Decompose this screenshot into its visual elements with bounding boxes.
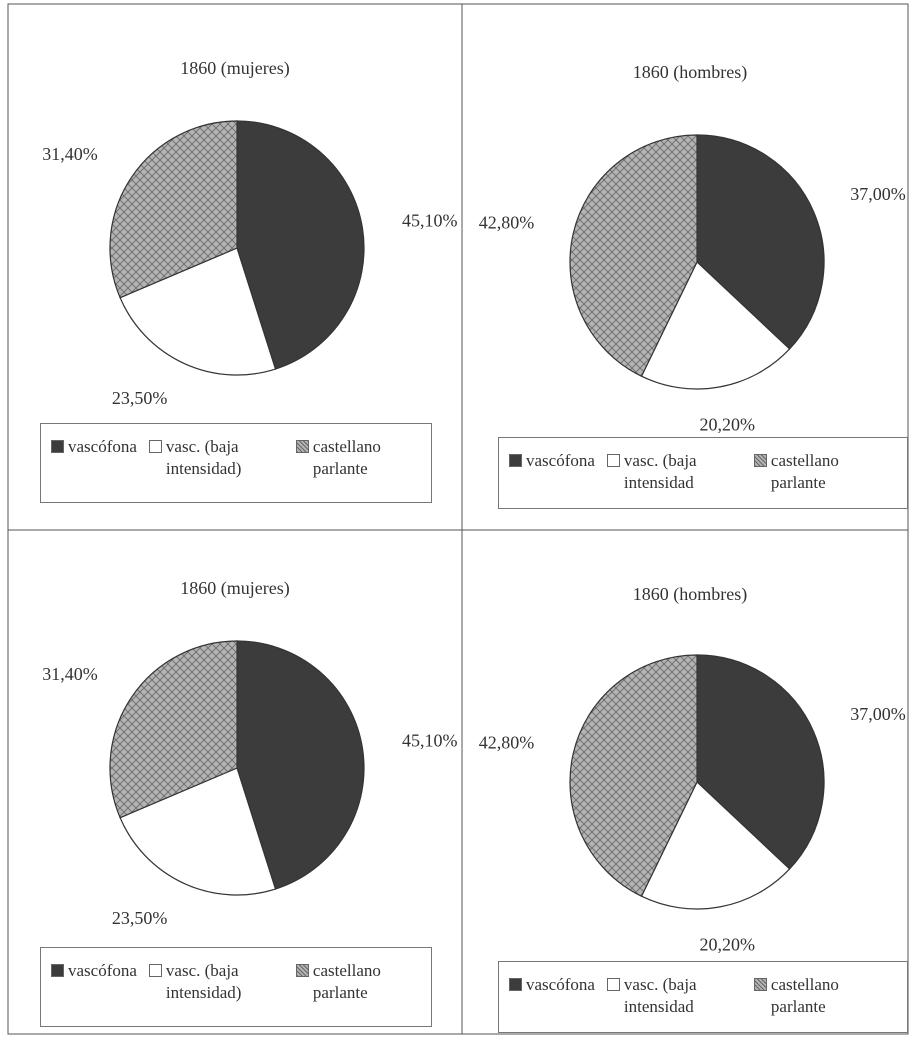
legend-swatch	[295, 440, 309, 453]
legend: vascófona vasc. (baja intensidad) castella…	[40, 423, 432, 503]
legend-swatch	[753, 454, 767, 467]
legend-item: vasc. (baja intensidad	[606, 450, 742, 494]
legend: vascófona vasc. (baja intensidad castellan…	[498, 961, 908, 1033]
pie-slice	[109, 120, 238, 299]
chart-title: 1860 (hombres)	[633, 62, 747, 83]
legend-swatch	[509, 454, 522, 467]
legend-item: vascófona	[51, 960, 137, 982]
data-label: 37,00%	[850, 704, 906, 724]
pie-slice	[640, 781, 791, 910]
legend-swatch	[51, 440, 64, 453]
legend-item: vascófona	[509, 974, 595, 996]
legend-item: vascófona	[509, 450, 595, 472]
legend-item: castellano parlante	[753, 450, 863, 494]
legend-swatch	[148, 964, 162, 977]
outer-border	[7, 3, 909, 1035]
data-label: 37,00%	[850, 184, 906, 204]
pie-slice	[109, 640, 238, 819]
data-label: 45,10%	[402, 731, 458, 751]
legend-label: vascófona	[68, 437, 137, 456]
legend-label: castellano parlante	[770, 451, 839, 492]
legend-label: vasc. (baja intensidad	[623, 975, 697, 1016]
legend-label: castellano parlante	[312, 961, 381, 1002]
legend-swatch	[509, 978, 522, 991]
chart-title: 1860 (mujeres)	[180, 578, 289, 599]
pie-slice	[119, 767, 277, 896]
pie-slice	[640, 261, 791, 390]
legend-label: vascófona	[526, 975, 595, 994]
legend-item: castellano parlante	[295, 436, 405, 480]
legend-label: vascófona	[68, 961, 137, 980]
pie-slice	[119, 247, 277, 376]
legend-item: castellano parlante	[753, 974, 863, 1018]
legend-swatch	[148, 440, 162, 453]
legend-label: vascófona	[526, 451, 595, 470]
data-label: 45,10%	[402, 211, 458, 231]
legend-label: vasc. (baja intensidad)	[165, 961, 242, 1002]
legend-label: vasc. (baja intensidad	[623, 451, 697, 492]
legend-swatch	[295, 964, 309, 977]
data-label: 42,80%	[479, 213, 535, 233]
chart-title: 1860 (mujeres)	[180, 58, 289, 79]
legend-swatch	[753, 978, 767, 991]
legend-label: castellano parlante	[312, 437, 381, 478]
legend-swatch	[606, 454, 620, 467]
data-label: 20,20%	[700, 414, 756, 434]
data-label: 31,40%	[42, 144, 98, 164]
pie-slice	[236, 120, 365, 370]
legend-item: vascófona	[51, 436, 137, 458]
legend-item: vasc. (baja intensidad	[606, 974, 742, 1018]
data-label: 20,20%	[700, 934, 756, 954]
pie-slice	[236, 640, 365, 890]
data-label: 31,40%	[42, 664, 98, 684]
legend: vascófona vasc. (baja intensidad) castella…	[40, 947, 432, 1027]
legend-swatch	[51, 964, 64, 977]
legend-item: vasc. (baja intensidad)	[148, 960, 284, 1004]
legend-label: vasc. (baja intensidad)	[165, 437, 242, 478]
data-label: 42,80%	[479, 733, 535, 753]
data-label: 23,50%	[112, 908, 168, 928]
legend-swatch	[606, 978, 620, 991]
pie-slice	[696, 134, 825, 350]
pie-slice	[696, 654, 825, 870]
chart-title: 1860 (hombres)	[633, 584, 747, 605]
data-label: 23,50%	[112, 388, 168, 408]
pie-slice	[569, 134, 698, 378]
legend-item: castellano parlante	[295, 960, 405, 1004]
pie-slice	[569, 654, 698, 898]
legend-item: vasc. (baja intensidad)	[148, 436, 284, 480]
legend: vascófona vasc. (baja intensidad castellan…	[498, 437, 908, 509]
legend-label: castellano parlante	[770, 975, 839, 1016]
